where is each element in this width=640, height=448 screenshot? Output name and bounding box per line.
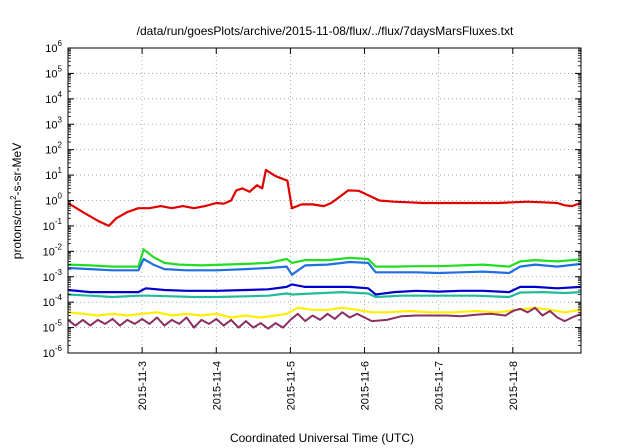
y-tick-label-exponent: -3 <box>55 268 63 277</box>
y-tick-label-base: 10 <box>45 170 57 182</box>
y-tick-label: 102 <box>45 141 62 157</box>
y-tick-label-base: 10 <box>45 68 57 80</box>
x-tick-label: 2015-11-5 <box>285 361 297 410</box>
y-tick-label: 103 <box>45 115 62 131</box>
y-tick-label: 10-3 <box>43 268 63 284</box>
x-tick-label: 2015-11-4 <box>211 361 223 410</box>
y-tick-label: 100 <box>45 192 62 208</box>
x-tick-labels: 2015-11-3 2015-11-4 2015-11-5 2015-11-6 2015… <box>137 361 520 410</box>
y-tick-label-base: 10 <box>45 43 57 55</box>
y-tick-label-exponent: -2 <box>55 242 63 251</box>
y-tick-label: 101 <box>45 166 62 182</box>
y-tick-label: 104 <box>45 90 62 106</box>
series-line-1 <box>67 168 582 227</box>
x-tick-label: 2015-11-6 <box>360 361 372 410</box>
x-tick-label: 2015-11-3 <box>137 361 149 410</box>
series-line-7 <box>67 306 582 330</box>
y-tick-label: 106 <box>45 39 62 55</box>
chart-title: /data/run/goesPlots/archive/2015-11-08/f… <box>137 24 514 38</box>
y-tick-label: 10-6 <box>43 344 63 360</box>
y-tick-label-base: 10 <box>43 246 55 258</box>
data-series <box>67 168 582 330</box>
y-tick-label-exponent: 4 <box>58 90 63 99</box>
y-tick-label-exponent: -1 <box>55 217 63 226</box>
y-tick-label-base: 10 <box>45 145 57 157</box>
y-tick-label-exponent: 6 <box>58 39 63 48</box>
y-axis-label-text: protons/cm <box>10 200 24 259</box>
y-tick-label-exponent: -5 <box>55 319 63 328</box>
x-axis-label: Coordinated Universal Time (UTC) <box>230 431 414 445</box>
y-tick-label-base: 10 <box>43 297 55 309</box>
series-line-6 <box>67 306 582 319</box>
y-tick-label-exponent: 5 <box>58 64 63 73</box>
y-tick-label-base: 10 <box>43 348 55 360</box>
y-tick-label-exponent: 2 <box>58 141 63 150</box>
axis-ticks <box>68 47 581 354</box>
series-line-4 <box>67 283 582 296</box>
y-tick-label: 10-5 <box>43 319 63 335</box>
y-tick-label-exponent: -4 <box>55 293 63 302</box>
series-line-3 <box>67 257 582 276</box>
y-tick-labels: 10-610-510-410-310-210-11001011021031041… <box>43 39 63 360</box>
y-tick-label: 10-1 <box>43 217 63 233</box>
y-tick-label-base: 10 <box>43 221 55 233</box>
series-line-5 <box>67 291 582 299</box>
y-axis-label-unit: -s-sr-MeV <box>10 143 24 196</box>
y-tick-label: 10-4 <box>43 293 63 309</box>
y-axis-label-superscript: 2 <box>9 195 18 200</box>
y-tick-label-exponent: 1 <box>58 166 63 175</box>
y-tick-label-base: 10 <box>45 196 57 208</box>
y-tick-label-exponent: 3 <box>58 115 63 124</box>
y-tick-label-base: 10 <box>45 119 57 131</box>
y-tick-label: 10-2 <box>43 242 63 258</box>
x-tick-label: 2015-11-8 <box>508 361 520 410</box>
y-tick-label-exponent: 0 <box>58 192 63 201</box>
y-tick-label-base: 10 <box>45 94 57 106</box>
y-tick-label-base: 10 <box>43 272 55 284</box>
y-tick-label: 105 <box>45 64 62 80</box>
y-axis-label: protons/cm2-s-sr-MeV <box>9 143 24 259</box>
x-tick-label: 2015-11-7 <box>434 361 446 410</box>
series-line-2 <box>67 248 582 268</box>
y-tick-label-base: 10 <box>43 323 55 335</box>
y-tick-label-exponent: -6 <box>55 344 63 353</box>
